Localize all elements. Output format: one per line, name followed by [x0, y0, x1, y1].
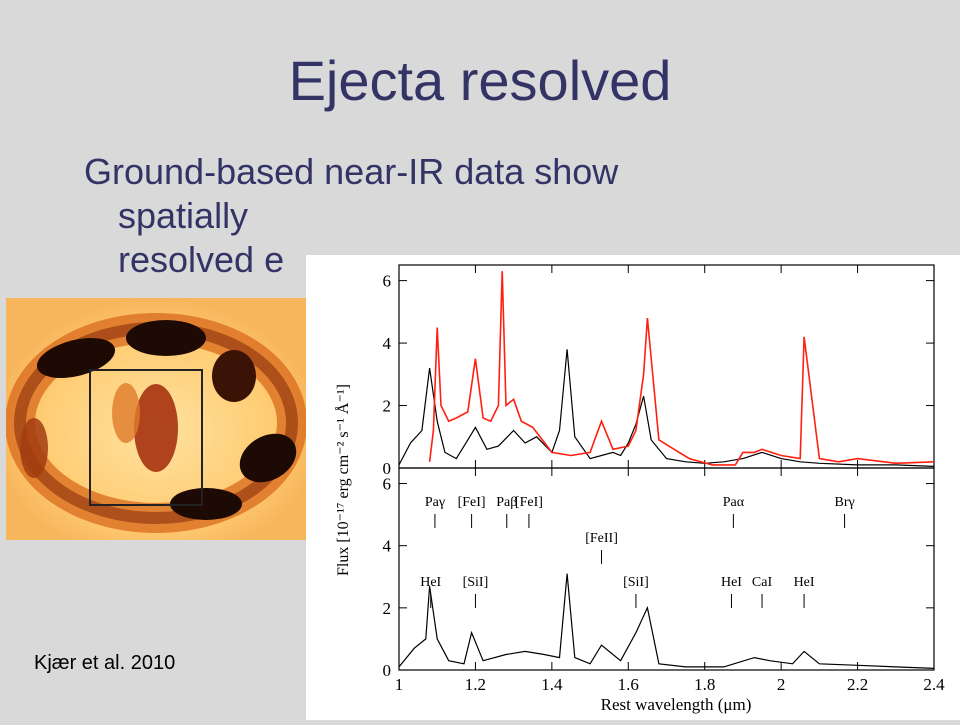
spectrum-series-top-0 [398, 349, 935, 467]
x-tick-label: 1 [395, 675, 404, 694]
line-label: [SiI] [463, 575, 489, 590]
x-tick-label: 1.6 [618, 675, 639, 694]
y-tick-label-top: 4 [383, 334, 392, 353]
line-label: HeI [721, 575, 742, 590]
slide-title: Ejecta resolved [288, 49, 672, 112]
x-tick-label: 2.2 [847, 675, 868, 694]
y-tick-label-top: 6 [383, 272, 392, 291]
x-tick-label: 1.2 [465, 675, 486, 694]
spectrum-series-bottom-0 [398, 573, 935, 669]
y-tick-label-top: 0 [383, 459, 392, 478]
line-label: [FeI] [515, 495, 543, 510]
line-label: HeI [794, 575, 815, 590]
x-tick-label: 2 [777, 675, 786, 694]
line-label: CaI [752, 575, 773, 590]
bullet-text: Ground-based near-IR data show spatially… [84, 150, 618, 282]
y-tick-label-bottom: 6 [383, 475, 392, 494]
y-tick-label-top: 2 [383, 397, 392, 416]
line-label: [SiI] [623, 575, 649, 590]
x-axis-label: Rest wavelength (μm) [601, 695, 752, 714]
line-label: Paγ [425, 495, 445, 510]
spectrum-series-top-1 [428, 271, 935, 466]
ejecta-ring-graphic [5, 298, 307, 540]
line-label: Paα [723, 495, 745, 510]
y-tick-label-bottom: 0 [383, 661, 392, 680]
panel-frame-top [398, 264, 935, 469]
x-tick-label: 1.8 [694, 675, 715, 694]
line-label: Brγ [834, 495, 854, 510]
ejecta-image [5, 298, 307, 540]
line-label: Paβ [496, 495, 517, 510]
slit-box [89, 369, 203, 506]
spectrum-figure: 0 2 4 6 0 2 4 6 1 1.2 1.4 1.6 1.8 2 2.2 2.4 Paγ [FeI] Paβ… [306, 255, 960, 720]
bullet-line-1: Ground-based near-IR data show [84, 151, 619, 192]
line-label: [FeI] [458, 495, 486, 510]
x-tick-label: 1.4 [541, 675, 563, 694]
y-axis-label: Flux [10⁻¹⁷ erg cm⁻² s⁻¹ Å⁻¹] [334, 384, 352, 576]
y-tick-label-bottom: 4 [383, 537, 392, 556]
x-tick-label: 2.4 [923, 675, 945, 694]
bullet-line-2: spatially [118, 195, 249, 236]
panel-frame-bottom [398, 467, 935, 671]
y-tick-label-bottom: 2 [383, 599, 392, 618]
citation: Kjær et al. 2010 [34, 652, 176, 674]
bullet-line-3: resolved e [118, 239, 285, 280]
line-label: HeI [420, 575, 441, 590]
line-label: [FeII] [585, 531, 618, 546]
